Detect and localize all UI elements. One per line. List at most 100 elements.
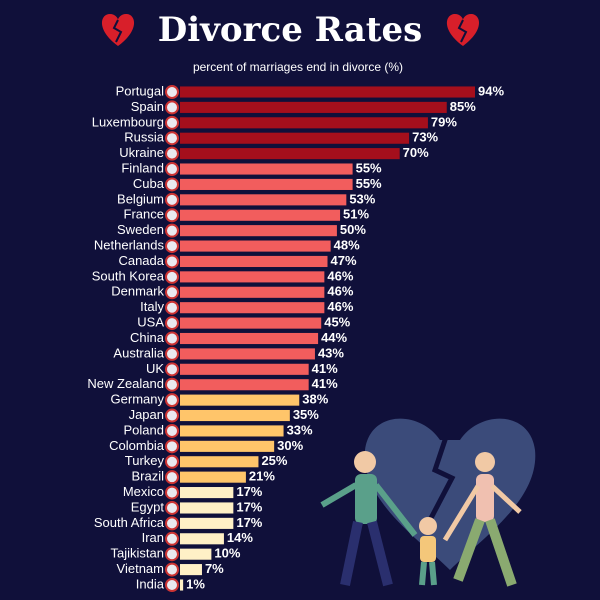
value-label: 46% (327, 284, 353, 299)
chart-title: Divorce Rates (158, 10, 422, 50)
bar (180, 148, 400, 160)
flag-icon (165, 115, 179, 130)
flag-icon (165, 131, 179, 146)
value-label: 79% (431, 114, 457, 129)
flag-icon (165, 85, 179, 99)
flag-icon (165, 239, 179, 254)
category-label: Turkey (125, 453, 165, 468)
flag-icon (165, 377, 179, 392)
flag-icon (165, 192, 179, 207)
category-label: Denmark (111, 284, 164, 299)
heart-left (101, 14, 135, 46)
value-label: 70% (403, 145, 429, 160)
bar (180, 86, 475, 98)
value-label: 1% (186, 576, 205, 591)
bar (180, 348, 315, 360)
value-label: 41% (312, 376, 338, 391)
value-label: 25% (261, 453, 287, 468)
category-label: Tajikistan (111, 546, 164, 561)
value-label: 51% (343, 207, 369, 222)
category-label: Netherlands (94, 238, 165, 253)
category-label: Portugal (116, 83, 165, 98)
category-label: Egypt (131, 499, 165, 514)
man-legs (340, 520, 393, 587)
flag-icon (165, 223, 179, 238)
bar (180, 225, 337, 237)
category-label: South Korea (92, 268, 165, 283)
woman-body (476, 474, 494, 522)
flag-icon (165, 331, 179, 346)
category-label: Mexico (123, 484, 164, 499)
category-label: Iran (142, 530, 164, 545)
category-label: Cuba (133, 176, 165, 191)
illustration (320, 418, 536, 587)
bar (180, 178, 353, 190)
bar (180, 317, 322, 329)
category-label: Italy (140, 299, 164, 314)
flag-icon (165, 531, 179, 546)
bar (180, 533, 224, 545)
flag-icon (165, 470, 179, 485)
value-label: 10% (214, 546, 240, 561)
bar (180, 548, 212, 560)
category-label: Spain (131, 99, 164, 114)
man-head (354, 451, 376, 473)
value-label: 55% (356, 176, 382, 191)
category-label: Ukraine (119, 145, 164, 160)
flag-icon (165, 578, 179, 592)
value-label: 41% (312, 361, 338, 376)
category-label: Russia (124, 130, 165, 145)
bar (180, 517, 234, 529)
flag-icon (165, 516, 179, 531)
bar (180, 394, 300, 406)
flag-icon (165, 316, 179, 331)
flag-icon (165, 100, 179, 115)
flag-icon (165, 346, 179, 361)
category-label: South Africa (94, 515, 165, 530)
bar (180, 271, 325, 283)
category-label: Sweden (117, 222, 164, 237)
flag-icon (165, 393, 179, 408)
value-label: 46% (327, 268, 353, 283)
woman-legs (453, 518, 517, 587)
category-label: Colombia (109, 438, 165, 453)
child-body (420, 536, 436, 562)
value-label: 53% (349, 191, 375, 206)
flag-icon (165, 300, 179, 315)
flag-icon (165, 500, 179, 515)
category-label: Luxembourg (92, 114, 164, 129)
flag-icon (165, 547, 179, 562)
category-label: Poland (124, 422, 164, 437)
child-head (419, 517, 437, 535)
category-label: Vietnam (117, 561, 164, 576)
category-label: USA (137, 315, 164, 330)
bar (180, 286, 325, 298)
flag-icon (165, 562, 179, 577)
bar (180, 363, 309, 375)
crack (427, 424, 456, 522)
category-label: UK (146, 361, 164, 376)
bar (180, 332, 319, 345)
value-label: 45% (324, 315, 350, 330)
value-label: 17% (236, 499, 262, 514)
flag-icon (165, 454, 179, 469)
flag-icon (165, 423, 179, 438)
bar (180, 487, 234, 499)
bar (180, 456, 259, 468)
value-label: 55% (356, 160, 382, 175)
bar (180, 564, 202, 576)
bar (180, 440, 275, 452)
woman-head (475, 452, 495, 472)
flag-icon (165, 208, 179, 223)
value-label: 44% (321, 330, 347, 345)
bar (180, 425, 284, 437)
bar (180, 409, 290, 422)
value-label: 47% (331, 253, 357, 268)
man-arms (320, 482, 418, 537)
flag-icon (165, 362, 179, 377)
category-label: Belgium (117, 191, 164, 206)
flag-icon (165, 269, 179, 284)
value-label: 14% (227, 530, 253, 545)
value-label: 73% (412, 130, 438, 145)
